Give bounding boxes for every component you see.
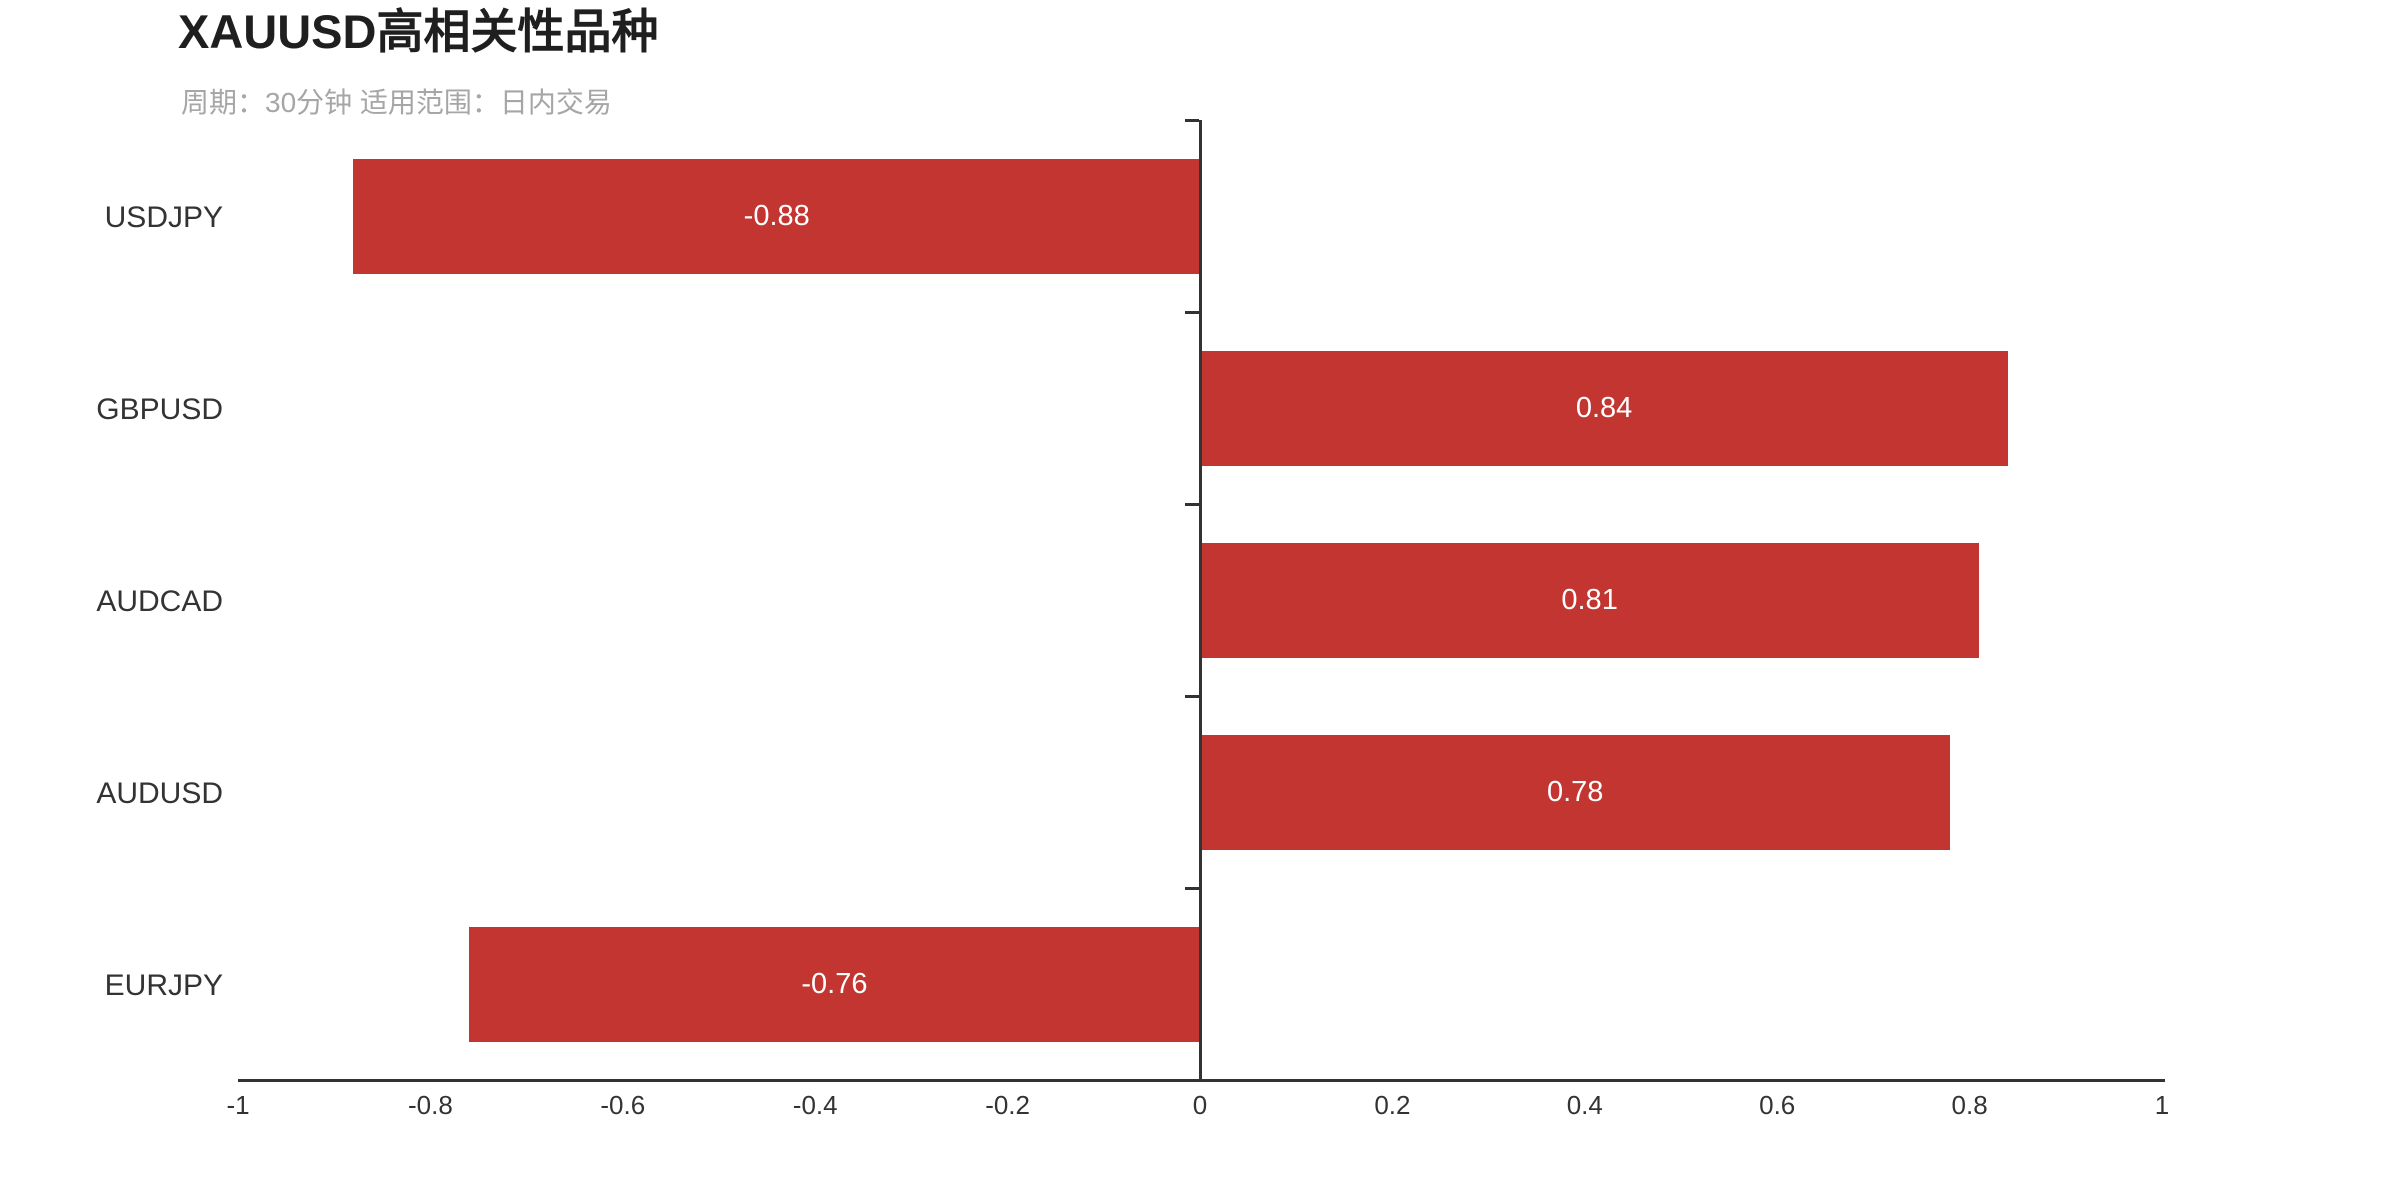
category-label-gbpusd: GBPUSD bbox=[96, 393, 223, 426]
category-axis-tick bbox=[1184, 310, 1199, 314]
category-label-audcad: AUDCAD bbox=[96, 585, 223, 618]
bar-usdjpy[interactable]: -0.88 bbox=[353, 158, 1200, 274]
x-tick-label: -0.8 bbox=[407, 1090, 453, 1120]
zero-axis-line bbox=[1198, 120, 1202, 1080]
bar-value-label: 0.84 bbox=[1575, 391, 1633, 424]
bar-value-label: 0.78 bbox=[1546, 775, 1604, 808]
category-label-usdjpy: USDJPY bbox=[104, 201, 223, 234]
x-tick-label: -0.2 bbox=[985, 1090, 1030, 1120]
category-label-audusd: AUDUSD bbox=[96, 777, 223, 810]
bar-eurjpy[interactable]: -0.76 bbox=[468, 926, 1200, 1042]
category-label-eurjpy: EURJPY bbox=[104, 969, 223, 1002]
category-axis-tick bbox=[1184, 886, 1199, 890]
x-tick-label: 0.8 bbox=[1951, 1090, 1988, 1120]
bar-audcad[interactable]: 0.81 bbox=[1200, 542, 1980, 658]
x-tick-label: -0.6 bbox=[600, 1090, 646, 1120]
chart-title: XAUUSD高相关性品种 bbox=[178, 5, 659, 58]
x-tick-label: -0.4 bbox=[792, 1090, 838, 1120]
x-tick-label: 0.4 bbox=[1566, 1090, 1603, 1120]
x-tick-label: 1 bbox=[2154, 1090, 2170, 1120]
x-tick-label: -1 bbox=[226, 1090, 250, 1120]
bar-audusd[interactable]: 0.78 bbox=[1200, 734, 1951, 850]
x-axis-line bbox=[238, 1078, 2165, 1082]
category-axis-tick bbox=[1184, 694, 1199, 698]
bar-value-label: -0.76 bbox=[801, 967, 868, 1000]
x-tick-label: 0 bbox=[1192, 1090, 1208, 1120]
x-tick-label: 0.2 bbox=[1374, 1090, 1411, 1120]
x-tick-label: 0.6 bbox=[1759, 1090, 1796, 1120]
chart-subtitle: 周期：30分钟 适用范围：日内交易 bbox=[181, 87, 612, 118]
category-axis-tick bbox=[1184, 502, 1199, 506]
category-axis-tick bbox=[1184, 118, 1199, 122]
bar-value-label: -0.88 bbox=[743, 199, 810, 232]
bar-gbpusd[interactable]: 0.84 bbox=[1200, 350, 2009, 466]
bar-value-label: 0.81 bbox=[1561, 583, 1618, 616]
